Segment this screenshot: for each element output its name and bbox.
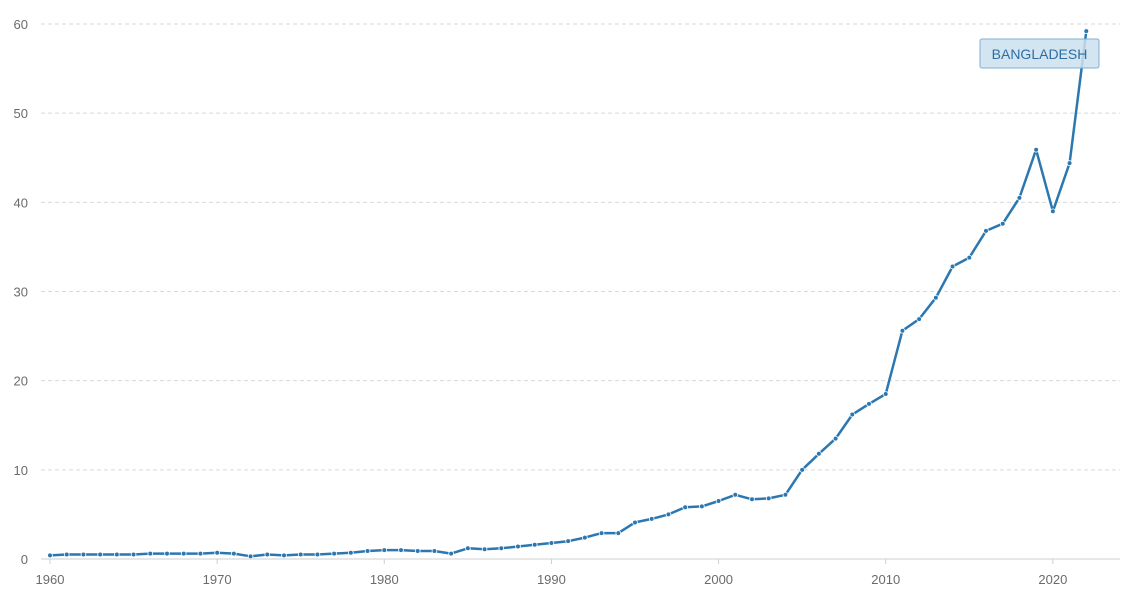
- data-point[interactable]: [648, 516, 655, 522]
- data-point[interactable]: [598, 530, 605, 536]
- x-tick-label: 2000: [704, 572, 733, 587]
- data-point[interactable]: [481, 546, 488, 552]
- data-point[interactable]: [398, 547, 404, 553]
- data-point[interactable]: [264, 551, 271, 558]
- series-layer: [47, 28, 1090, 560]
- y-tick-label: 40: [14, 195, 28, 210]
- data-point[interactable]: [849, 411, 856, 418]
- y-tick-label: 30: [14, 285, 28, 300]
- data-point[interactable]: [782, 491, 789, 498]
- y-tick-label: 60: [14, 17, 28, 32]
- data-point[interactable]: [1016, 195, 1023, 201]
- data-point[interactable]: [97, 551, 103, 558]
- data-point[interactable]: [665, 511, 672, 518]
- x-tick-label: 2010: [871, 572, 900, 587]
- data-point[interactable]: [1033, 146, 1039, 153]
- data-point[interactable]: [1083, 28, 1090, 34]
- data-point[interactable]: [749, 496, 755, 503]
- data-point[interactable]: [180, 550, 187, 557]
- data-point[interactable]: [765, 495, 772, 502]
- data-point[interactable]: [899, 327, 906, 334]
- x-tick-label: 1980: [370, 572, 399, 587]
- data-point[interactable]: [448, 550, 454, 557]
- data-point[interactable]: [331, 550, 337, 557]
- data-point[interactable]: [582, 534, 588, 541]
- data-point[interactable]: [231, 550, 237, 557]
- data-point[interactable]: [983, 228, 989, 234]
- series-label-text: BANGLADESH: [992, 46, 1088, 62]
- data-point[interactable]: [632, 519, 638, 526]
- data-point[interactable]: [999, 220, 1006, 227]
- y-tick-label: 20: [14, 374, 28, 389]
- data-point[interactable]: [130, 551, 137, 558]
- data-point[interactable]: [47, 552, 53, 559]
- data-point[interactable]: [882, 391, 889, 397]
- data-point[interactable]: [966, 254, 973, 261]
- data-point[interactable]: [431, 548, 438, 554]
- data-point[interactable]: [933, 294, 939, 301]
- data-point[interactable]: [715, 498, 722, 504]
- x-tick-label: 1990: [537, 572, 566, 587]
- data-point[interactable]: [682, 504, 688, 511]
- data-point[interactable]: [699, 503, 705, 510]
- data-point[interactable]: [548, 540, 555, 546]
- data-point[interactable]: [1050, 208, 1056, 215]
- data-point[interactable]: [147, 550, 154, 557]
- series-line: [48, 29, 1088, 558]
- data-point[interactable]: [732, 491, 739, 498]
- y-tick-label: 0: [21, 552, 28, 567]
- data-point[interactable]: [565, 538, 571, 544]
- data-point[interactable]: [80, 551, 87, 558]
- y-tick-labels: 0 10 20 30 40 50 60: [14, 17, 28, 567]
- series-label-layer: BANGLADESH: [979, 38, 1100, 69]
- x-tick-label: 1970: [203, 572, 232, 587]
- grid-layer: [41, 23, 1120, 560]
- y-tick-label: 10: [14, 463, 28, 478]
- series-label: BANGLADESH: [979, 38, 1100, 69]
- data-point[interactable]: [615, 530, 622, 536]
- data-point[interactable]: [297, 551, 304, 558]
- data-point[interactable]: [197, 550, 204, 557]
- data-point[interactable]: [364, 548, 371, 554]
- data-point[interactable]: [381, 547, 388, 553]
- data-point[interactable]: [531, 541, 538, 548]
- data-point[interactable]: [816, 450, 822, 457]
- data-point[interactable]: [281, 552, 287, 559]
- data-point[interactable]: [799, 467, 805, 473]
- data-point[interactable]: [247, 553, 254, 560]
- data-point[interactable]: [314, 551, 321, 558]
- x-tick-label: 2020: [1038, 572, 1067, 587]
- data-point[interactable]: [414, 548, 421, 554]
- data-point[interactable]: [465, 545, 471, 552]
- data-point[interactable]: [164, 550, 170, 557]
- x-tick-label: 1960: [36, 572, 65, 587]
- data-point[interactable]: [949, 263, 956, 270]
- data-point[interactable]: [515, 543, 521, 550]
- data-point[interactable]: [498, 545, 505, 552]
- series-label-box: [979, 38, 1100, 69]
- data-point[interactable]: [1066, 160, 1073, 166]
- data-point[interactable]: [214, 549, 220, 556]
- data-point[interactable]: [832, 435, 839, 442]
- y-tick-label: 50: [14, 106, 28, 121]
- data-point[interactable]: [114, 551, 120, 558]
- x-tick-labels: 1960 1970 1980 1990 2000 2010 2020: [36, 559, 1067, 587]
- data-point[interactable]: [348, 549, 354, 556]
- data-point[interactable]: [866, 401, 872, 407]
- data-point[interactable]: [63, 551, 70, 558]
- data-point[interactable]: [916, 316, 922, 322]
